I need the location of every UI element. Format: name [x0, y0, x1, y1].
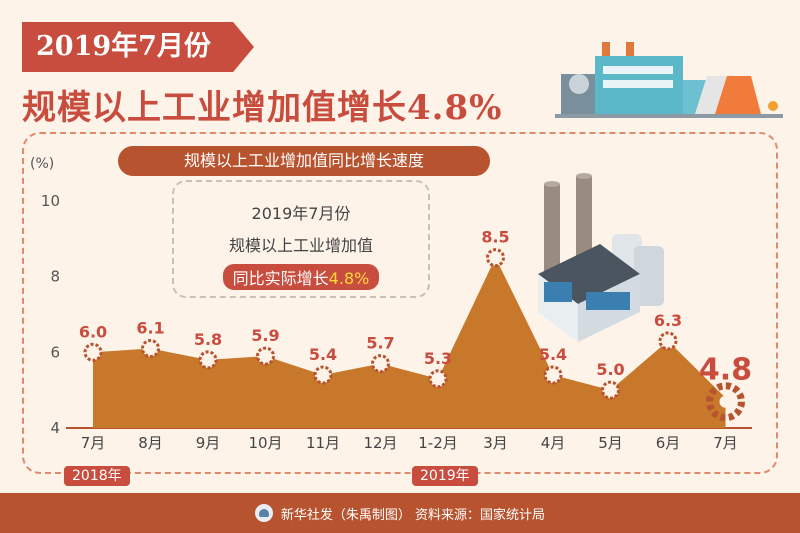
footer-text: 新华社发（朱禹制图） 资料来源：国家统计局	[280, 507, 546, 523]
data-point	[256, 346, 275, 366]
y-tick-label: 6	[50, 343, 60, 361]
x-tick-label: 5月	[598, 434, 623, 452]
x-tick-label: 8月	[138, 434, 163, 452]
x-tick-label: 12月	[363, 434, 397, 452]
note-line-2: 规模以上工业增加值	[228, 236, 373, 255]
data-point	[141, 339, 160, 358]
chart-title: 规模以上工业增加值同比增长速度	[118, 146, 490, 176]
year-label-2018: 2018年	[64, 466, 130, 486]
data-label: 5.4	[539, 345, 567, 364]
tank-icon	[634, 246, 664, 306]
chimney-icon	[626, 42, 634, 58]
note-line-1: 2019年7月份	[251, 204, 351, 223]
note-line-3-value: 4.8%	[328, 269, 370, 288]
x-tick-label: 4月	[541, 434, 566, 452]
footer-bar: 新华社发（朱禹制图） 资料来源：国家统计局	[0, 493, 800, 533]
chimney-icon	[602, 42, 610, 58]
y-axis-label: (%)	[30, 156, 54, 172]
data-point	[543, 365, 563, 385]
chimney-icon	[544, 184, 560, 276]
data-point	[658, 331, 678, 351]
data-label: 5.8	[194, 330, 222, 349]
y-tick-label: 4	[50, 419, 60, 437]
data-point	[428, 369, 448, 389]
data-label: 6.1	[136, 319, 164, 338]
highlight-note: 2019年7月份 规模以上工业增加值 同比实际增长4.8%	[172, 180, 430, 298]
note-line-3-prefix: 同比实际增长	[232, 269, 329, 288]
data-label: 6.3	[654, 311, 682, 330]
area-series	[93, 257, 726, 428]
data-label: 5.4	[309, 345, 337, 364]
data-label: 5.3	[424, 349, 452, 368]
data-point	[371, 354, 390, 374]
cooling-tower-icon	[715, 76, 761, 114]
y-tick-label: 8	[50, 268, 60, 286]
factory-skyline-illustration	[555, 42, 783, 118]
year-label-2019: 2019年	[412, 466, 478, 486]
gear-icon	[706, 382, 745, 422]
xinhua-logo-icon	[254, 504, 273, 522]
x-tick-label: 7月	[81, 434, 106, 452]
x-tick-label: 10月	[248, 434, 282, 452]
chart-frame	[22, 132, 778, 474]
gear-hub	[719, 395, 732, 408]
x-tick-label: 3月	[483, 434, 508, 452]
data-label: 8.5	[481, 228, 509, 247]
tank-icon	[569, 74, 589, 94]
data-point	[198, 350, 218, 370]
data-label-latest: 4.8	[699, 353, 752, 388]
x-tick-label: 6月	[656, 434, 681, 452]
headline: 规模以上工业增加值增长4.8%	[22, 88, 503, 128]
x-tick-label: 11月	[306, 434, 340, 452]
data-label: 5.9	[251, 326, 279, 345]
data-point	[83, 342, 103, 362]
x-tick-label: 7月	[713, 434, 738, 452]
data-point	[313, 365, 333, 385]
data-point	[601, 380, 620, 400]
x-tick-label: 9月	[196, 434, 221, 452]
data-label: 5.7	[366, 334, 394, 353]
data-label: 6.0	[79, 322, 107, 341]
data-label: 5.0	[596, 360, 624, 379]
note-line-3: 同比实际增长4.8%	[222, 264, 380, 290]
y-tick-label: 10	[41, 192, 60, 210]
x-tick-label: 1-2月	[418, 434, 458, 452]
header-tag: 2019年7月份	[22, 22, 254, 72]
data-point	[486, 248, 505, 268]
factory-illustration	[538, 173, 664, 342]
tree-icon	[768, 101, 778, 111]
